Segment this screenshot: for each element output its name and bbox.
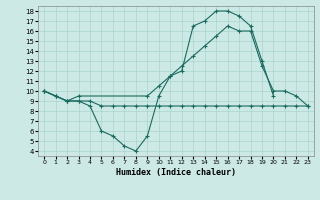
X-axis label: Humidex (Indice chaleur): Humidex (Indice chaleur)	[116, 168, 236, 177]
